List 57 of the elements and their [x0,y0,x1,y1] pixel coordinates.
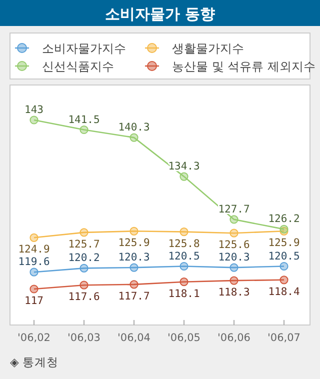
data-label: 120.2 [68,252,100,264]
legend-label: 생활물가지수 [172,42,244,56]
point [30,284,38,294]
point [230,228,238,238]
point [130,263,138,272]
data-label: 125.7 [68,238,100,250]
text: ◈ 통계청 [10,355,58,369]
data-label: 118.3 [218,286,250,299]
x-tick-label: '06,07 [268,332,300,344]
x-tick-label: '06,05 [168,332,200,344]
point [180,262,188,271]
point [180,172,188,181]
point [180,278,188,286]
data-label: 125.6 [218,239,250,252]
data-label: 143 [24,104,44,116]
point [130,226,138,236]
data-label: 140.3 [118,122,150,134]
title-banner: 소비자물가 동향 [0,0,320,26]
point [280,262,288,271]
point [280,276,288,284]
point [230,215,238,224]
point [180,228,188,236]
legend-label: 신선식품지수 [42,60,114,74]
data-label: 141.5 [68,114,100,126]
point [130,280,138,289]
data-label: 126.2 [268,213,300,226]
legend-label: 농산물 및 석유류 제외지수 [172,60,316,74]
data-label: 117 [24,295,44,307]
data-label: 120.5 [168,250,200,262]
chart-title: 소비자물가 동향 [104,5,216,23]
data-label: 120.3 [218,252,250,264]
data-label: 120.3 [118,252,150,264]
data-label: 120.5 [268,250,300,262]
data-label: 117.7 [118,290,150,302]
point [30,268,38,276]
point [30,233,38,242]
x-tick-label: '06,06 [218,332,251,344]
point [80,125,88,134]
data-label: 119.6 [18,256,50,268]
point [230,276,238,285]
point [80,280,88,290]
point [30,116,38,124]
data-label: 117.6 [68,291,100,304]
data-label: 118.1 [168,288,200,300]
data-label: 125.9 [268,237,300,250]
point [130,133,138,142]
point [80,228,88,237]
x-tick-label: '06,04 [118,332,151,344]
data-label: 124.9 [18,244,50,256]
point [80,264,88,272]
data-label: 125.9 [118,237,150,250]
x-tick-label: '06,03 [68,332,100,344]
point [230,263,238,272]
data-label: 118.4 [268,286,300,298]
x-tick-label: '06,02 [18,332,50,344]
legend-label: 소비자물가지수 [42,42,126,56]
data-label: 125.8 [168,238,200,250]
